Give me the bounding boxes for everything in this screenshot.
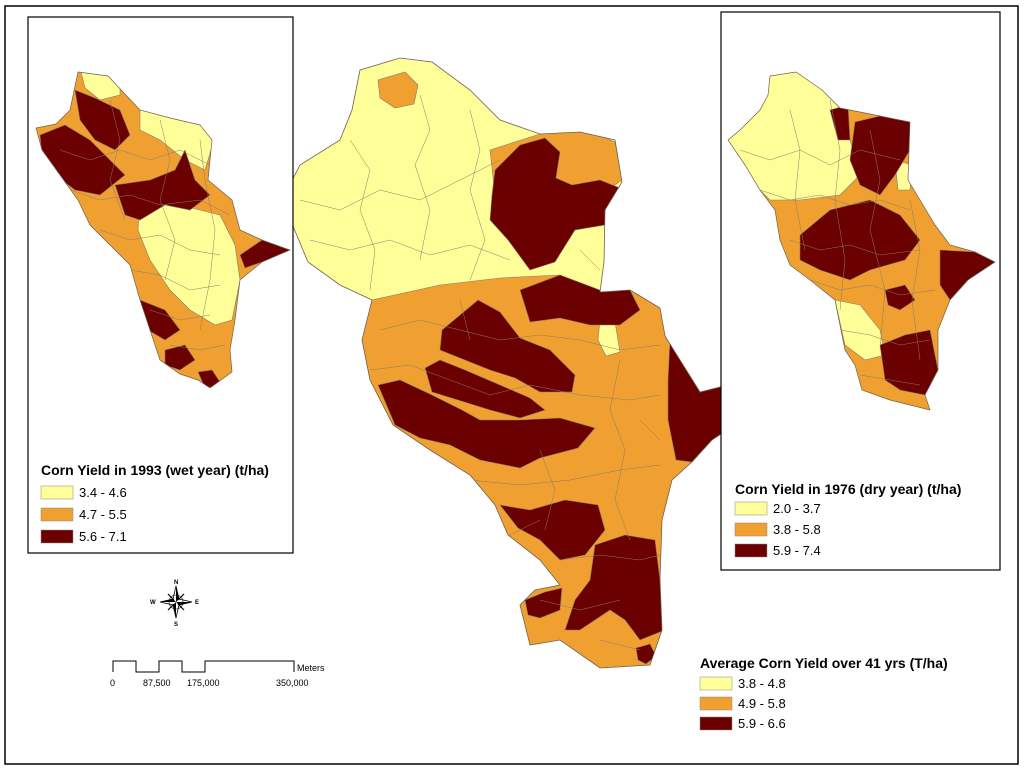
- compass-rose: N S E W: [150, 580, 199, 628]
- dry-legend: Corn Yield in 1976 (dry year) (t/ha) 2.0…: [734, 481, 961, 558]
- main-high-south-tip: [635, 643, 657, 665]
- average-legend-title: Average Corn Yield over 41 yrs (T/ha): [700, 655, 948, 671]
- wet-class-mid: 4.7 - 5.5: [79, 507, 127, 522]
- wet-class-low: 3.4 - 4.6: [79, 485, 127, 500]
- average-swatch-low: [699, 676, 733, 691]
- main-high-center-east: [519, 274, 641, 326]
- compass-ring-icon: [168, 594, 184, 610]
- dry-swatch-mid: [734, 522, 768, 537]
- average-class-high: 5.9 - 6.6: [738, 716, 786, 731]
- average-yield-map: [281, 57, 769, 669]
- dry-year-inset: Corn Yield in 1976 (dry year) (t/ha) 2.0…: [720, 11, 1001, 571]
- outer-frame: [4, 5, 1019, 765]
- wet-swatch-high: [40, 529, 74, 544]
- wet-subbasin-lines: [59, 99, 231, 351]
- wet-year-inset: Corn Yield in 1993 (wet year) (t/ha) 3.4…: [27, 16, 294, 554]
- wet-legend-title: Corn Yield in 1993 (wet year) (t/ha): [41, 462, 269, 478]
- dry-swatch-low: [734, 501, 768, 516]
- scale-bar: Meters 0 87,500 175,000 350,000: [110, 660, 325, 688]
- compass-star-shade-icon: [160, 586, 192, 618]
- dry-class-high: 5.9 - 7.4: [773, 543, 821, 558]
- compass-s: S: [174, 622, 178, 628]
- main-outline: [281, 57, 769, 669]
- average-class-low: 3.8 - 4.8: [738, 676, 786, 691]
- wet-low-north: [77, 72, 121, 101]
- main-high-center: [439, 299, 576, 393]
- scale-unit: Meters: [297, 663, 325, 673]
- wet-legend: Corn Yield in 1993 (wet year) (t/ha) 3.4…: [40, 462, 269, 544]
- dry-outline: [727, 71, 996, 411]
- dry-class-mid: 3.8 - 5.8: [773, 522, 821, 537]
- main-high-mid-west: [424, 359, 546, 419]
- dry-high-center: [799, 199, 921, 281]
- main-mid-patch-north: [377, 71, 419, 109]
- main-high-west: [377, 379, 596, 469]
- average-swatch-high: [699, 716, 733, 731]
- dry-high-mid: [884, 284, 916, 311]
- average-class-mid: 4.9 - 5.8: [738, 696, 786, 711]
- main-high-south: [564, 534, 666, 641]
- average-legend: Average Corn Yield over 41 yrs (T/ha) 3.…: [699, 655, 948, 731]
- main-high-south-center: [499, 499, 606, 561]
- dry-class-low: 2.0 - 3.7: [773, 501, 821, 516]
- dry-swatch-high: [734, 543, 768, 558]
- wet-swatch-low: [40, 485, 74, 500]
- scale-tick-1: 87,500: [143, 678, 171, 688]
- scale-tick-2: 175,000: [187, 678, 220, 688]
- average-swatch-mid: [699, 696, 733, 711]
- wet-outline: [35, 71, 291, 389]
- main-high-sw: [524, 587, 563, 619]
- wet-high-north: [74, 89, 131, 151]
- dry-subbasin-lines: [739, 99, 936, 386]
- compass-w: W: [150, 600, 156, 606]
- wet-high-south: [164, 344, 196, 371]
- dry-legend-title: Corn Yield in 1976 (dry year) (t/ha): [735, 481, 961, 497]
- compass-n: N: [174, 580, 178, 586]
- wet-swatch-mid: [40, 507, 74, 522]
- main-subbasin-lines: [299, 94, 661, 651]
- scale-tick-0: 0: [110, 678, 115, 688]
- scale-tick-3: 350,000: [276, 678, 309, 688]
- wet-class-high: 5.6 - 7.1: [79, 529, 127, 544]
- scale-bar-segments: [112, 660, 295, 673]
- compass-e: E: [195, 600, 199, 606]
